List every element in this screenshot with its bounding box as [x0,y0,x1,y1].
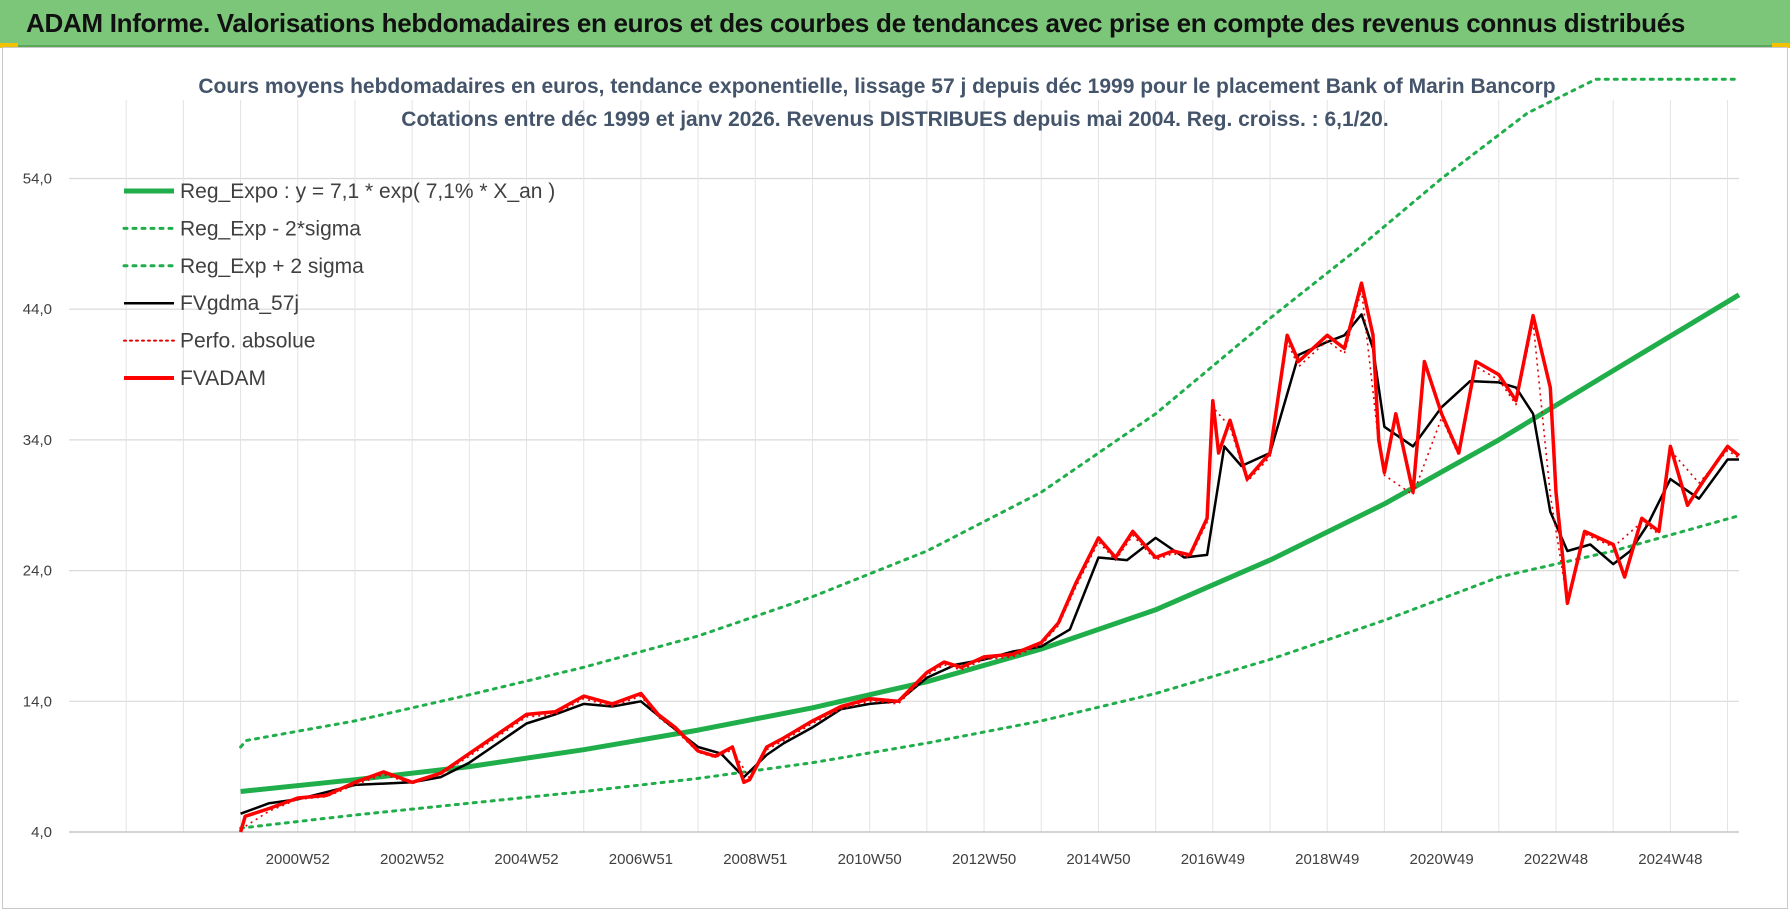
x-tick-label: 2022W48 [1524,851,1588,868]
y-tick-label: 34,0 [23,432,52,449]
legend-label: Reg_Expo : y = 7,1 * exp( 7,1% * X_an ) [180,180,555,203]
legend-label: FVADAM [180,367,266,390]
x-axis: 2000W52 2002W52 2004W52 2006W51 2008W51 2010W… [266,851,1703,868]
corner-marker-left [0,43,18,48]
chart-title-line-1: Cours moyens hebdomadaires en euros, ten… [198,75,1555,98]
legend-label: FVgdma_57j [180,292,299,315]
y-tick-label: 14,0 [23,693,52,710]
x-tick-label: 2016W49 [1181,851,1245,868]
legend: Reg_Expo : y = 7,1 * exp( 7,1% * X_an ) R… [122,180,555,390]
legend-label: Reg_Exp - 2*sigma [180,217,361,240]
x-tick-label: 2006W51 [609,851,673,868]
x-tick-label: 2002W52 [380,851,444,868]
y-tick-label: 24,0 [23,563,52,580]
x-tick-label: 2024W48 [1638,851,1702,868]
chart-frame [2,47,1788,909]
series-group [238,77,1741,833]
legend-label: Reg_Exp + 2 sigma [180,255,364,278]
x-tick-label: 2000W52 [266,851,330,868]
y-tick-label: 4,0 [31,824,52,841]
report-banner: ADAM Informe. Valorisations hebdomadaire… [0,0,1790,47]
x-tick-label: 2020W49 [1409,851,1473,868]
x-tick-label: 2018W49 [1295,851,1359,868]
series-fvgdma-57j [240,313,1739,815]
x-tick-label: 2014W50 [1066,851,1130,868]
series-reg-exp-plus-2sigma [239,77,1741,749]
x-tick-label: 2012W50 [952,851,1016,868]
legend-label: Perfo. absolue [180,330,315,353]
x-tick-label: 2004W52 [494,851,558,868]
grid [69,100,1739,833]
report-title: ADAM Informe. Valorisations hebdomadaire… [26,8,1686,38]
series-reg-expo [240,292,1741,794]
y-axis: 4,0 14,0 24,0 34,0 44,0 54,0 [23,171,52,842]
x-tick-label: 2008W51 [723,851,787,868]
x-tick-label: 2010W50 [838,851,902,868]
series-perfo-absolue [240,288,1740,831]
y-tick-label: 54,0 [23,171,52,188]
chart-title-line-2: Cotations entre déc 1999 et janv 2026. R… [401,108,1388,131]
corner-marker-right [1772,43,1790,48]
series-fvadam [238,281,1741,833]
y-tick-label: 44,0 [23,301,52,318]
series-reg-exp-minus-2sigma [239,514,1741,830]
